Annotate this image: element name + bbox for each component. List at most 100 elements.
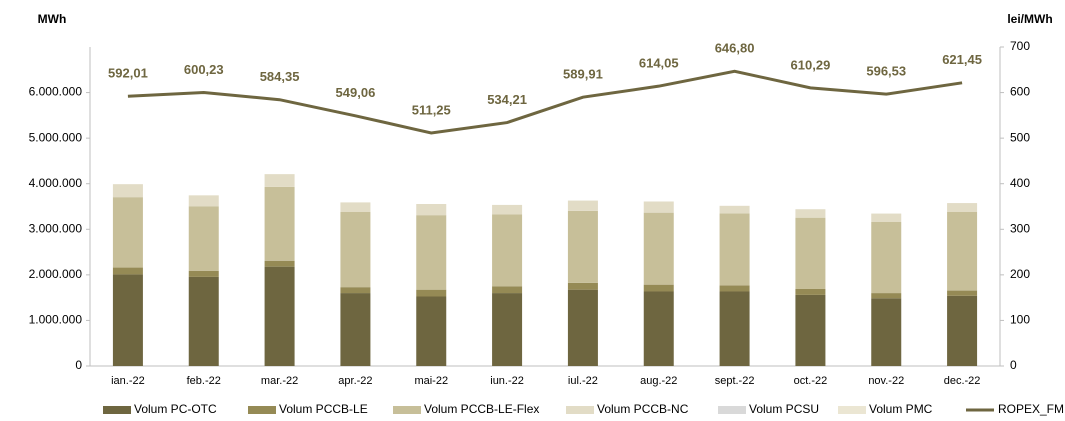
legend-label: Volum PCCB-LE-Flex xyxy=(424,402,539,416)
y2-tick-label: 700 xyxy=(1010,39,1030,53)
data-label: 589,91 xyxy=(563,67,603,82)
bar-segment xyxy=(492,286,523,294)
bar-segment xyxy=(340,293,371,366)
y2-tick-label: 100 xyxy=(1010,313,1030,327)
legend-label: Volum PCCB-NC xyxy=(597,402,689,416)
x-tick-label: mai-22 xyxy=(414,375,448,387)
y2-tick-label: 200 xyxy=(1010,267,1030,281)
bar-segment xyxy=(416,215,447,290)
data-label: 596,53 xyxy=(866,64,906,79)
bar-segment xyxy=(188,195,219,207)
bar-segment xyxy=(795,209,826,218)
bar-segment xyxy=(340,211,371,288)
data-label: 614,05 xyxy=(639,56,679,71)
bar-segment xyxy=(264,174,295,187)
bar-segment xyxy=(492,293,523,366)
y2-tick-label: 400 xyxy=(1010,176,1030,190)
legend-swatch xyxy=(103,406,131,414)
y-tick-label: 6.000.000 xyxy=(29,85,83,99)
data-label: 511,25 xyxy=(412,102,451,117)
y-tick-label: 4.000.000 xyxy=(29,176,83,190)
y2-tick-label: 300 xyxy=(1010,221,1030,235)
bar-segment xyxy=(947,203,978,212)
bar-segment xyxy=(719,205,750,214)
bar-segment xyxy=(947,290,978,296)
y-axis-title: MWh xyxy=(38,12,67,26)
bar-segment xyxy=(795,217,826,289)
data-label: 600,23 xyxy=(184,62,224,77)
x-tick-label: mar.-22 xyxy=(261,375,298,387)
bar-segment xyxy=(264,266,295,366)
line xyxy=(127,69,963,135)
bar-segment xyxy=(643,291,674,366)
bar-segment xyxy=(112,274,143,366)
data-label: 584,35 xyxy=(260,69,300,84)
x-tick-label: iul.-22 xyxy=(568,375,598,387)
bar-segment xyxy=(567,200,598,211)
x-tick-label: apr.-22 xyxy=(338,375,372,387)
bar-segment xyxy=(112,184,143,198)
x-tick-label: iun.-22 xyxy=(490,375,524,387)
bar-segment xyxy=(871,213,902,222)
bar-segment xyxy=(795,288,826,295)
data-label: 646,80 xyxy=(715,41,755,56)
bar-segment xyxy=(643,284,674,292)
bar-segment xyxy=(719,291,750,366)
bar-segment xyxy=(567,210,598,283)
data-label: 534,21 xyxy=(487,92,527,107)
bar-segment xyxy=(719,285,750,292)
data-label: 549,06 xyxy=(336,85,376,100)
legend-swatch xyxy=(718,406,746,414)
x-tick-label: dec.-22 xyxy=(944,375,981,387)
bar-segment xyxy=(416,203,447,216)
y-tick-label: 3.000.000 xyxy=(29,221,83,235)
legend-label: Volum PCSU xyxy=(749,402,819,416)
legend-label: ROPEX_FM xyxy=(998,402,1064,416)
bar-segment xyxy=(188,276,219,366)
bar-segment xyxy=(188,206,219,271)
y2-tick-label: 500 xyxy=(1010,130,1030,144)
data-label: 621,45 xyxy=(942,52,982,67)
y-tick-label: 2.000.000 xyxy=(29,267,83,281)
bar-segment xyxy=(871,298,902,366)
bar-segment xyxy=(416,296,447,366)
bar-segment xyxy=(795,294,826,366)
y2-axis-title: lei/MWh xyxy=(1007,12,1052,26)
legend-label: Volum PMC xyxy=(869,402,933,416)
legend-label: Volum PCCB-LE xyxy=(279,402,368,416)
x-tick-label: oct.-22 xyxy=(794,375,828,387)
y2-tick-label: 0 xyxy=(1010,358,1017,372)
legend-swatch xyxy=(838,406,866,414)
x-tick-label: feb.-22 xyxy=(187,375,221,387)
y-tick-label: 1.000.000 xyxy=(29,313,83,327)
x-tick-label: nov.-22 xyxy=(868,375,904,387)
bar-segment xyxy=(567,282,598,290)
y-tick-label: 0 xyxy=(75,358,82,372)
bar-segment xyxy=(188,270,219,277)
legend-label: Volum PC-OTC xyxy=(134,402,217,416)
legend-swatch xyxy=(248,406,276,414)
bar-segment xyxy=(643,212,674,285)
bar-segment xyxy=(643,201,674,213)
bar-segment xyxy=(947,211,978,291)
bar-segment xyxy=(264,260,295,267)
bar-segment xyxy=(112,267,143,275)
bar-segment xyxy=(340,202,371,212)
bar-segment xyxy=(947,295,978,366)
bar-segment xyxy=(719,213,750,286)
bar-segment xyxy=(264,186,295,261)
bar-segment xyxy=(340,287,371,294)
data-label: 610,29 xyxy=(791,57,831,72)
bar-segment xyxy=(567,289,598,366)
bar-segment xyxy=(492,204,523,215)
x-tick-label: aug.-22 xyxy=(640,375,677,387)
y-tick-label: 5.000.000 xyxy=(29,130,83,144)
bar-segment xyxy=(112,197,143,268)
bar-segment xyxy=(492,214,523,287)
legend-swatch xyxy=(393,406,421,414)
bar-segment xyxy=(871,221,902,294)
x-tick-label: ian.-22 xyxy=(111,375,145,387)
bar-segment xyxy=(416,289,447,297)
y2-tick-label: 600 xyxy=(1010,85,1030,99)
